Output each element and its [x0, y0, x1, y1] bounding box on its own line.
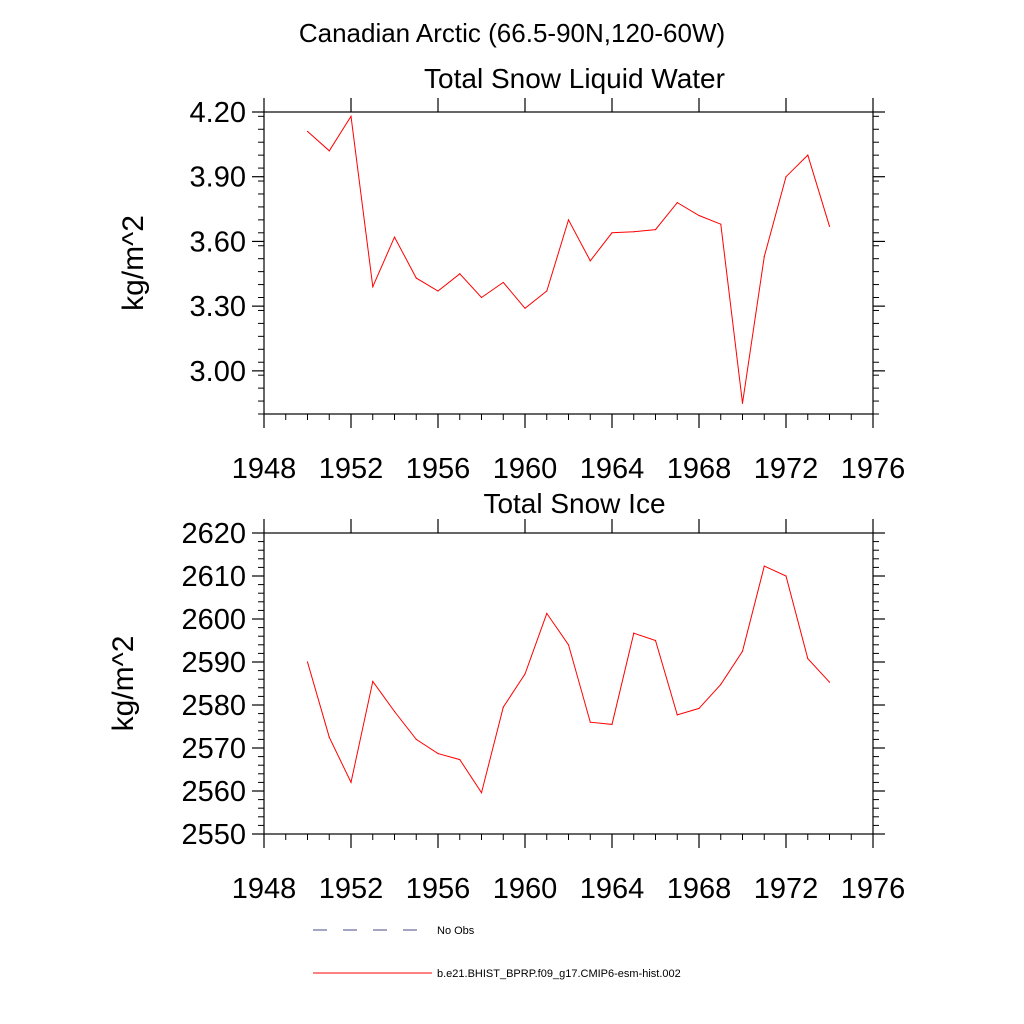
chart-1-series-0-point	[502, 706, 504, 708]
chart-1-series-0-point	[393, 710, 396, 713]
chart-0-title: Total Snow Liquid Water	[424, 63, 725, 94]
chart-0-x-tick-label: 1948	[232, 453, 297, 485]
chart-0-series-0-point	[611, 232, 613, 234]
chart-1-y-tick-label: 2570	[181, 733, 246, 765]
chart-0-x-tick-label: 1964	[580, 453, 645, 485]
chart-1-x-tick-label: 1956	[406, 873, 471, 905]
chart-0-series-0-point	[785, 176, 787, 178]
chart-1-series-0-point	[459, 759, 461, 761]
chart-0-x-tick-label: 1976	[841, 453, 906, 485]
chart-0-series-0-point	[415, 277, 417, 279]
chart-1-series-0-point	[611, 723, 613, 725]
chart-1-plot-frame	[263, 532, 874, 835]
chart-0-series-0-point	[698, 214, 700, 217]
chart-0-series-0-point	[393, 236, 396, 238]
chart-0-y-tick-label: 4.20	[190, 97, 246, 129]
chart-1-series-0-point	[415, 738, 417, 741]
chart-0-series-0-point	[741, 402, 744, 404]
chart-1-y-axis-label: kg/m^2	[107, 636, 140, 732]
chart-0-series-0-point	[763, 255, 765, 258]
chart-1-series-0-point	[720, 683, 722, 685]
chart-0-x-tick-label: 1956	[406, 453, 471, 485]
chart-1-series-0-point	[828, 681, 831, 683]
chart-1-series-0-point	[372, 680, 374, 682]
chart-1-series-0-point	[328, 736, 330, 738]
chart-1-series-0-point	[807, 657, 809, 660]
chart-0-y-tick-label: 3.00	[190, 356, 246, 388]
figure-title: Canadian Arctic (66.5-90N,120-60W)	[299, 18, 725, 48]
chart-0-series-0-point	[480, 296, 483, 299]
chart-0-y-tick-label: 3.90	[190, 162, 246, 194]
chart-1-series-0-point	[589, 721, 591, 723]
chart-1-series-0-point	[567, 644, 570, 646]
chart-0-series-0-point	[502, 281, 504, 284]
chart-0-series-0-point	[567, 219, 570, 221]
chart-1-x-tick-label: 1948	[232, 873, 297, 905]
chart-1-x-tick-label: 1972	[754, 873, 819, 905]
legend-label-no-obs: No Obs	[437, 925, 475, 937]
chart-1-y-tick-label: 2560	[181, 776, 246, 808]
chart-0-series-0-point	[524, 307, 526, 309]
chart-1-series-0-point	[546, 612, 548, 615]
chart-0-y-tick-label: 3.60	[190, 226, 246, 258]
chart-1-series-0-point	[785, 575, 787, 577]
chart-0-series-0-point	[546, 290, 548, 292]
chart-0-y-tick-label: 3.30	[190, 291, 246, 323]
chart-0-series-0-point	[328, 150, 330, 152]
chart-0-y-axis-label: kg/m^2	[117, 215, 150, 311]
chart-1-series-0-point	[633, 632, 635, 634]
chart-1-title: Total Snow Ice	[483, 488, 665, 519]
chart-0-series-0-point	[459, 273, 461, 275]
chart-1-y-tick-label: 2580	[181, 690, 246, 722]
chart-0-series-0-point	[676, 202, 678, 204]
chart-1-y-tick-label: 2610	[181, 561, 246, 593]
chart-1-series-0-point	[306, 661, 309, 663]
chart-0-x-tick-label: 1972	[754, 453, 819, 485]
chart-1-y-tick-label: 2550	[181, 819, 246, 851]
panel-snow-liquid-water: Total Snow Liquid Water kg/m^2 3.00 3.30 3.6…	[117, 63, 905, 485]
chart-1-y-tick-label: 2600	[181, 604, 246, 636]
chart-1-x-tick-label: 1968	[667, 873, 732, 905]
chart-1-series-0-point	[676, 714, 678, 716]
chart-1-series-0-point	[524, 673, 526, 675]
legend-label-model-run: b.e21.BHIST_BPRP.f09_g17.CMIP6-esm-hist.…	[437, 968, 681, 980]
chart-0-series-0-point	[720, 223, 722, 225]
chart-0-series-0-point	[633, 231, 635, 233]
chart-1-x-tick-label: 1976	[841, 873, 906, 905]
chart-1-series-0-point	[763, 565, 765, 567]
chart-0-series-0-point	[437, 290, 439, 292]
chart-0-series-0-line	[307, 114, 830, 404]
chart-0-x-tick-label: 1960	[493, 453, 558, 485]
legend: No Obs b.e21.BHIST_BPRP.f09_g17.CMIP6-es…	[313, 925, 681, 980]
chart-0-series-0-point	[350, 115, 352, 117]
chart-0-x-tick-label: 1952	[319, 453, 384, 485]
chart-0-series-0-point	[306, 130, 309, 133]
chart-1-series-0-point	[741, 650, 744, 652]
chart-1-x-tick-label: 1960	[493, 873, 558, 905]
chart-1-series-0-point	[437, 752, 439, 755]
chart-0-plot-frame	[263, 111, 874, 415]
chart-0-series-0-point	[589, 260, 591, 262]
chart-0-x-tick-label: 1968	[667, 453, 732, 485]
chart-1-series-0-line	[307, 565, 830, 794]
chart-0-series-0-point	[372, 286, 374, 288]
chart-1-y-tick-label: 2620	[181, 518, 246, 550]
chart-0-series-0-point	[828, 225, 831, 227]
chart-0-series-0-point	[654, 228, 657, 231]
chart-1-y-tick-label: 2590	[181, 647, 246, 679]
chart-1-series-0-point	[350, 781, 352, 784]
chart-0-series-0-point	[807, 154, 809, 156]
chart-1-series-0-point	[654, 639, 657, 642]
chart-1-x-tick-label: 1964	[580, 873, 645, 905]
chart-1-series-0-point	[480, 792, 483, 794]
panel-snow-ice: Total Snow Ice kg/m^2 2550 2560 2570 2580 2590…	[107, 488, 905, 905]
chart-1-x-tick-label: 1952	[319, 873, 384, 905]
chart-1-series-0-point	[698, 707, 700, 710]
